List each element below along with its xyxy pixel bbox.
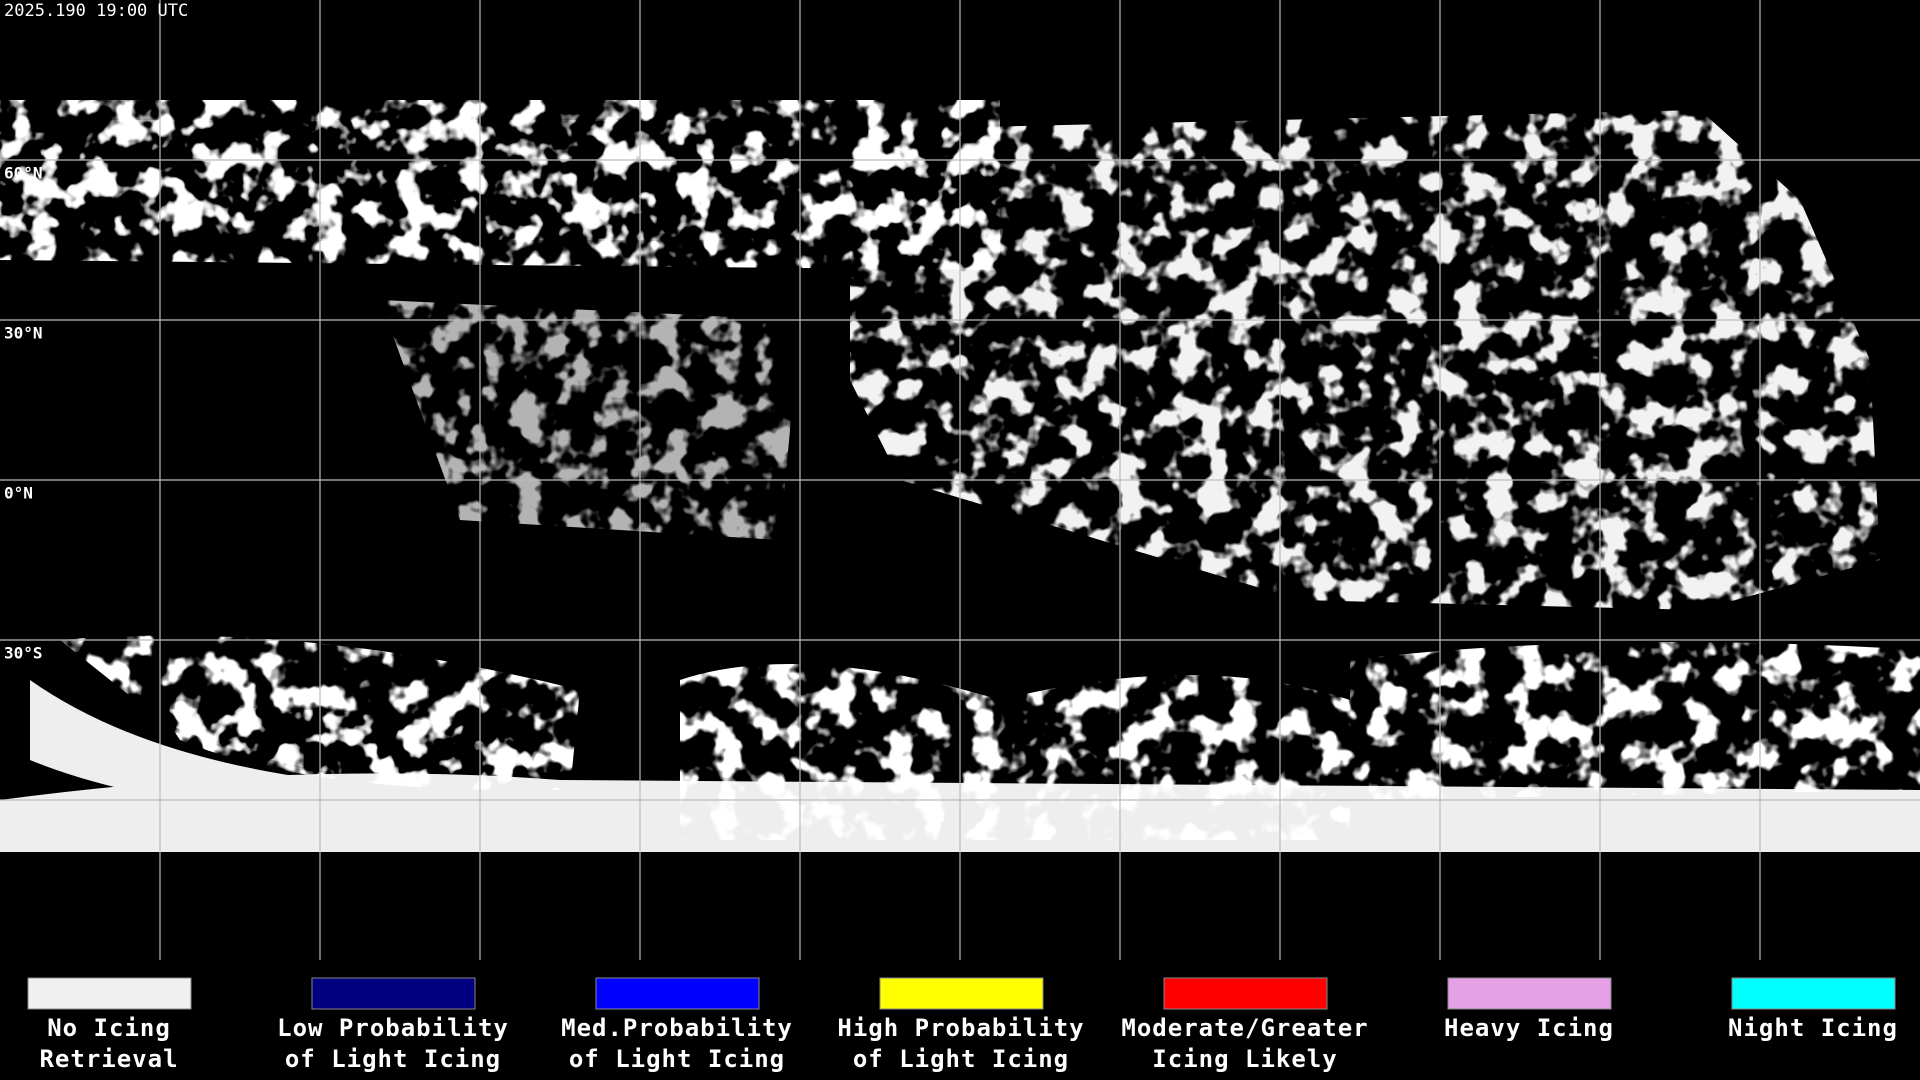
moderate-icing-area — [160, 708, 540, 790]
legend-swatch — [27, 977, 192, 1010]
map: 60°N 30°N 0°N 30°S 2025.190 19:00 UTC — [0, 0, 1920, 960]
legend-swatch — [595, 977, 760, 1010]
legend-swatch — [1447, 977, 1612, 1010]
no-icing-area — [1350, 642, 1920, 800]
legend-swatch — [879, 977, 1044, 1010]
no-icing-area — [850, 110, 1880, 610]
legend: No Icing Retrieval Low Probability of Light… — [27, 977, 1898, 1073]
legend-label: Night Icing — [1728, 1014, 1898, 1042]
latitude-label: 0°N — [4, 484, 33, 503]
legend-label: High Probability — [837, 1014, 1084, 1042]
latitude-label: 30°N — [4, 324, 43, 343]
legend-swatch — [1731, 977, 1896, 1010]
legend-label: Icing Likely — [1152, 1045, 1337, 1073]
latitude-label: 60°N — [4, 164, 43, 183]
legend-label: Low Probability — [277, 1014, 509, 1042]
night-icing-area — [680, 664, 1350, 840]
high-icing-area — [0, 120, 800, 240]
legend-swatch — [311, 977, 476, 1010]
legend-label: of Light Icing — [285, 1045, 501, 1073]
legend-label: No Icing — [47, 1014, 171, 1042]
timestamp: 2025.190 19:00 UTC — [4, 1, 188, 21]
legend-label: Moderate/Greater — [1121, 1014, 1368, 1042]
legend-label: Heavy Icing — [1444, 1014, 1614, 1042]
latitude-label: 30°S — [4, 644, 43, 663]
legend-label: Retrieval — [39, 1045, 178, 1073]
legend-swatch — [1163, 977, 1328, 1010]
legend-label: of Light Icing — [569, 1045, 785, 1073]
lat-lon-grid — [0, 0, 1920, 960]
no-icing-band — [30, 680, 560, 822]
legend-label: of Light Icing — [853, 1045, 1069, 1073]
legend-label: Med.Probability — [561, 1014, 793, 1042]
